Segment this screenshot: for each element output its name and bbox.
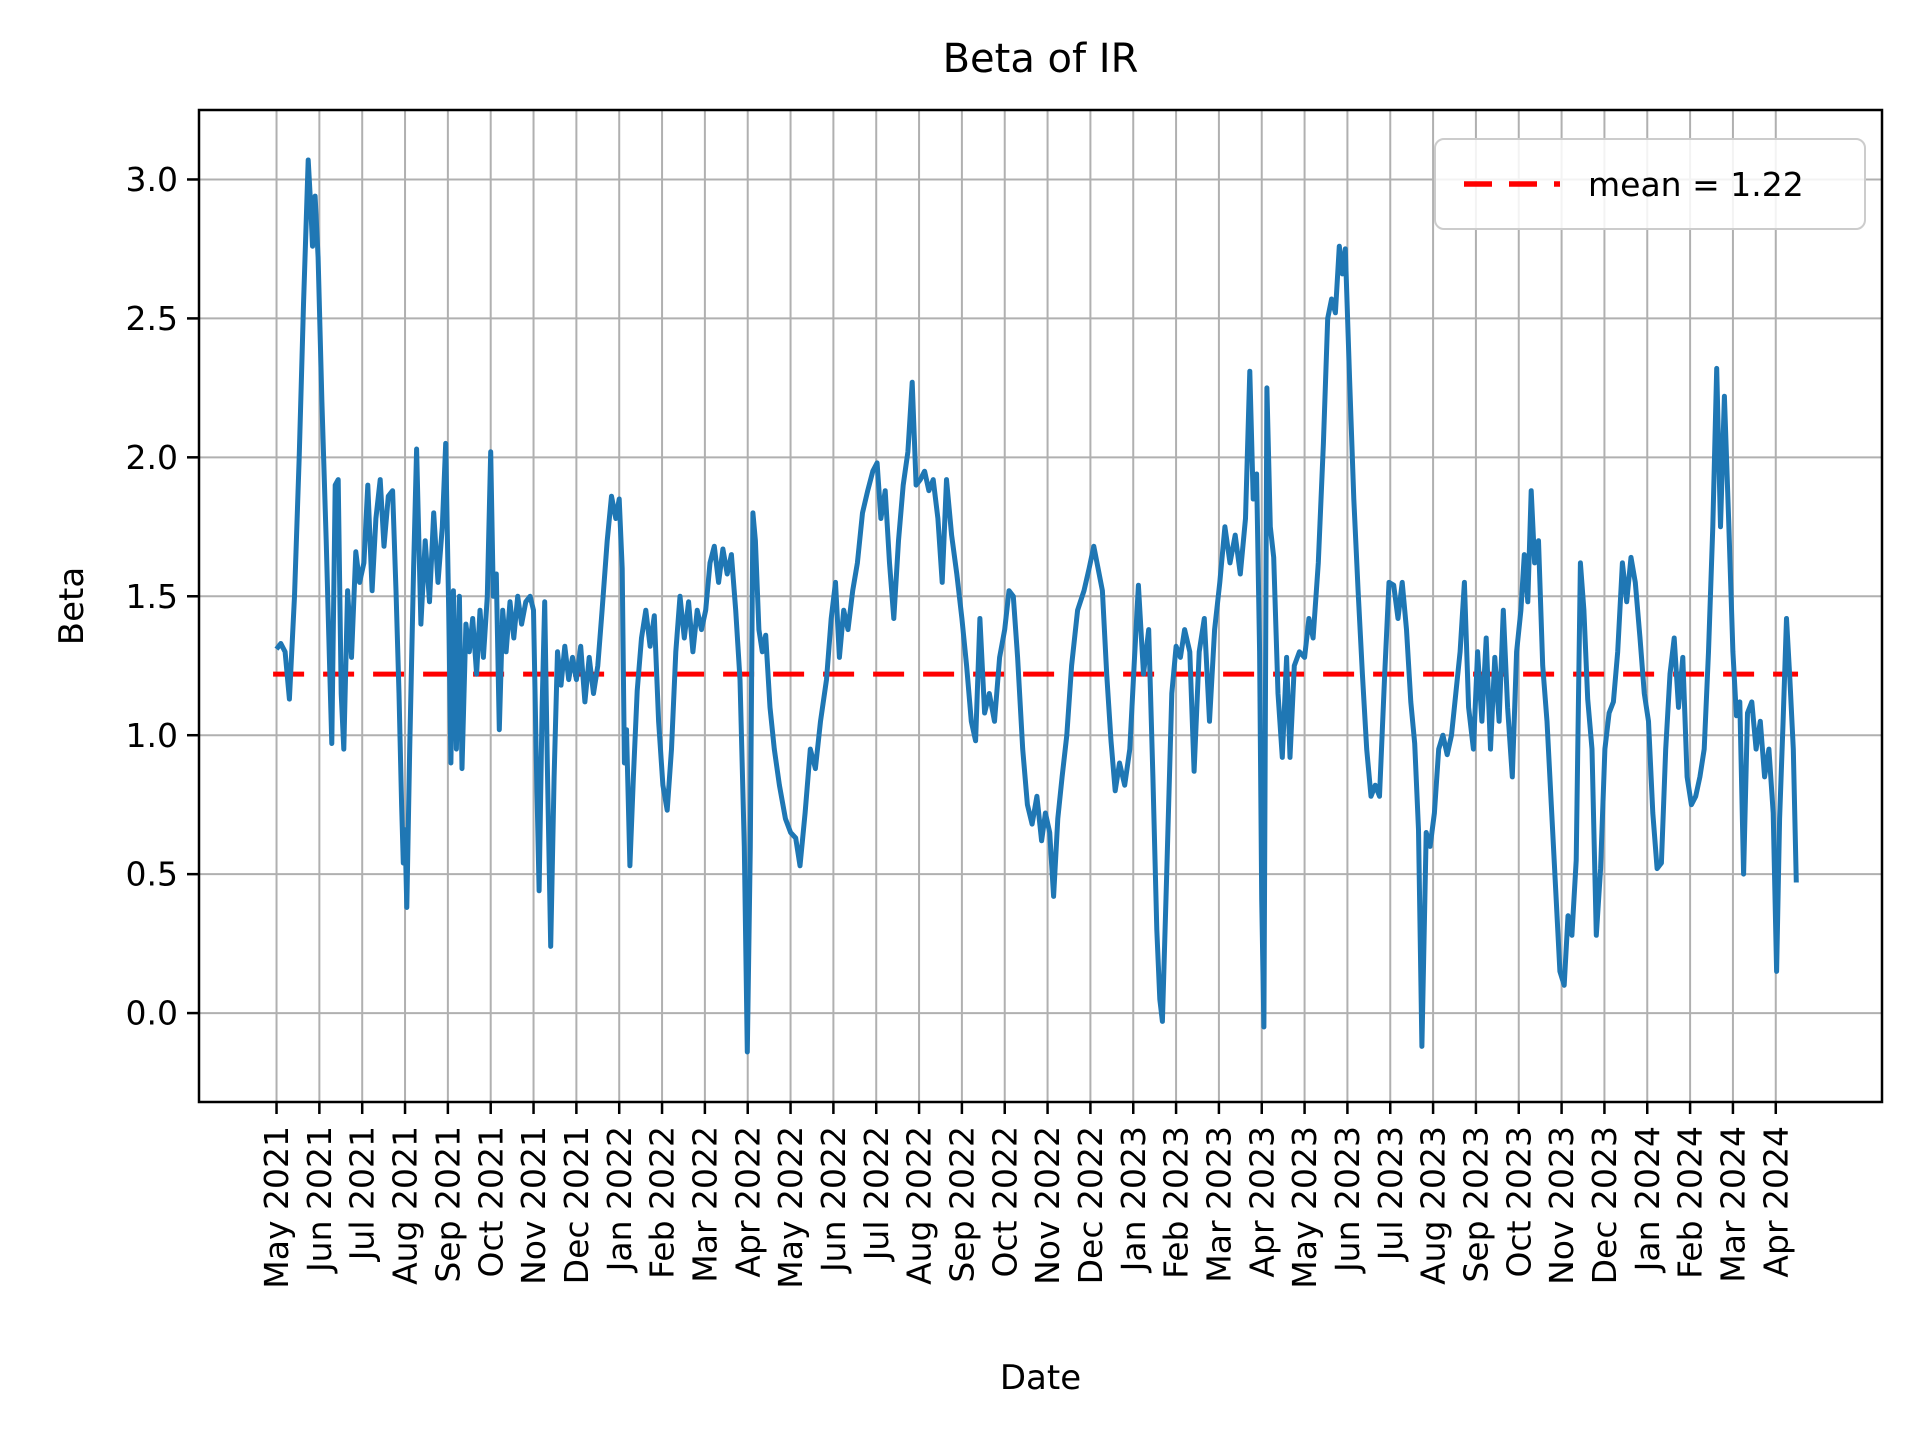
x-tick-label: Jan 2022 xyxy=(600,1126,639,1273)
x-tick-label: Nov 2023 xyxy=(1542,1126,1581,1285)
x-tick-label: Sep 2022 xyxy=(942,1126,981,1283)
y-tick-label: 1.5 xyxy=(126,577,178,616)
x-tick-label: Mar 2023 xyxy=(1199,1126,1238,1283)
x-tick-label: Sep 2021 xyxy=(428,1126,467,1283)
x-tick-label: Mar 2022 xyxy=(685,1126,724,1283)
y-tick-label: 1.0 xyxy=(126,716,178,755)
x-tick-label: Sep 2023 xyxy=(1456,1126,1495,1283)
x-tick-label: Oct 2022 xyxy=(985,1126,1024,1278)
y-tick-label: 2.5 xyxy=(126,299,178,338)
x-tick-label: Aug 2022 xyxy=(900,1126,939,1285)
x-tick-label: Jun 2021 xyxy=(300,1126,339,1274)
x-tick-label: Nov 2022 xyxy=(1028,1126,1067,1285)
x-tick-label: Jan 2023 xyxy=(1114,1126,1153,1273)
y-tick-label: 3.0 xyxy=(126,160,178,199)
x-tick-label: Aug 2023 xyxy=(1414,1126,1453,1285)
x-tick-label: Jul 2023 xyxy=(1371,1126,1410,1262)
legend-mean-line-sample xyxy=(1464,181,1560,187)
x-tick-label: May 2023 xyxy=(1285,1126,1324,1289)
x-tick-label: Dec 2023 xyxy=(1585,1126,1624,1284)
x-tick-label: Oct 2021 xyxy=(471,1126,510,1278)
axes-frame xyxy=(197,108,1884,1104)
beta-series-line xyxy=(274,157,1799,1055)
chart-title: Beta of IR xyxy=(942,36,1139,82)
x-tick-label: Feb 2024 xyxy=(1671,1126,1710,1279)
y-tick-label: 0.5 xyxy=(126,855,178,894)
x-tick-label: May 2022 xyxy=(771,1126,810,1289)
y-tick-label: 0.0 xyxy=(126,994,178,1033)
y-axis-label: Beta xyxy=(52,566,92,646)
x-tick-label: Mar 2024 xyxy=(1713,1126,1752,1283)
x-tick-label: Jun 2022 xyxy=(814,1126,853,1274)
x-tick-label: Feb 2023 xyxy=(1157,1126,1196,1279)
x-tick-label: Dec 2021 xyxy=(557,1126,596,1284)
x-tick-label: Jul 2022 xyxy=(857,1126,896,1262)
legend-label: mean = 1.22 xyxy=(1588,164,1804,204)
x-tick-label: Apr 2022 xyxy=(728,1126,767,1278)
x-tick-label: May 2021 xyxy=(257,1126,296,1289)
x-tick-label: Jan 2024 xyxy=(1628,1126,1667,1273)
x-tick-label: Jun 2023 xyxy=(1328,1126,1367,1274)
x-tick-label: Aug 2021 xyxy=(386,1126,425,1285)
legend: mean = 1.22 xyxy=(1434,138,1866,230)
x-tick-label: Oct 2023 xyxy=(1499,1126,1538,1278)
x-tick-label: Jul 2021 xyxy=(343,1126,382,1262)
x-tick-label: Nov 2021 xyxy=(514,1126,553,1285)
x-tick-label: Dec 2022 xyxy=(1071,1126,1110,1284)
x-tick-label: Feb 2022 xyxy=(643,1126,682,1279)
x-tick-label: Apr 2024 xyxy=(1756,1126,1795,1278)
x-tick-label: Apr 2023 xyxy=(1242,1126,1281,1278)
y-tick-label: 2.0 xyxy=(126,438,178,477)
x-axis-label: Date xyxy=(999,1358,1082,1398)
